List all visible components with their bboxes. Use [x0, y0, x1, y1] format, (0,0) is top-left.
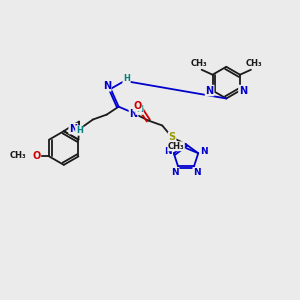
Text: N: N — [103, 81, 111, 91]
Text: N: N — [129, 109, 138, 118]
Text: CH₃: CH₃ — [168, 142, 184, 151]
Text: O: O — [32, 152, 41, 161]
Text: CH₃: CH₃ — [246, 59, 262, 68]
Text: N: N — [239, 85, 247, 96]
Text: N: N — [164, 147, 172, 156]
Text: N: N — [69, 124, 77, 134]
Text: S: S — [169, 132, 176, 142]
Text: CH₃: CH₃ — [190, 59, 207, 68]
Text: H: H — [136, 105, 143, 114]
Text: CH₃: CH₃ — [10, 151, 26, 160]
Text: N: N — [171, 168, 179, 177]
Text: H: H — [123, 74, 130, 83]
Text: N: N — [193, 168, 201, 177]
Text: N: N — [200, 147, 208, 156]
Text: N: N — [206, 85, 214, 96]
Text: H: H — [76, 126, 83, 135]
Text: O: O — [133, 101, 142, 111]
